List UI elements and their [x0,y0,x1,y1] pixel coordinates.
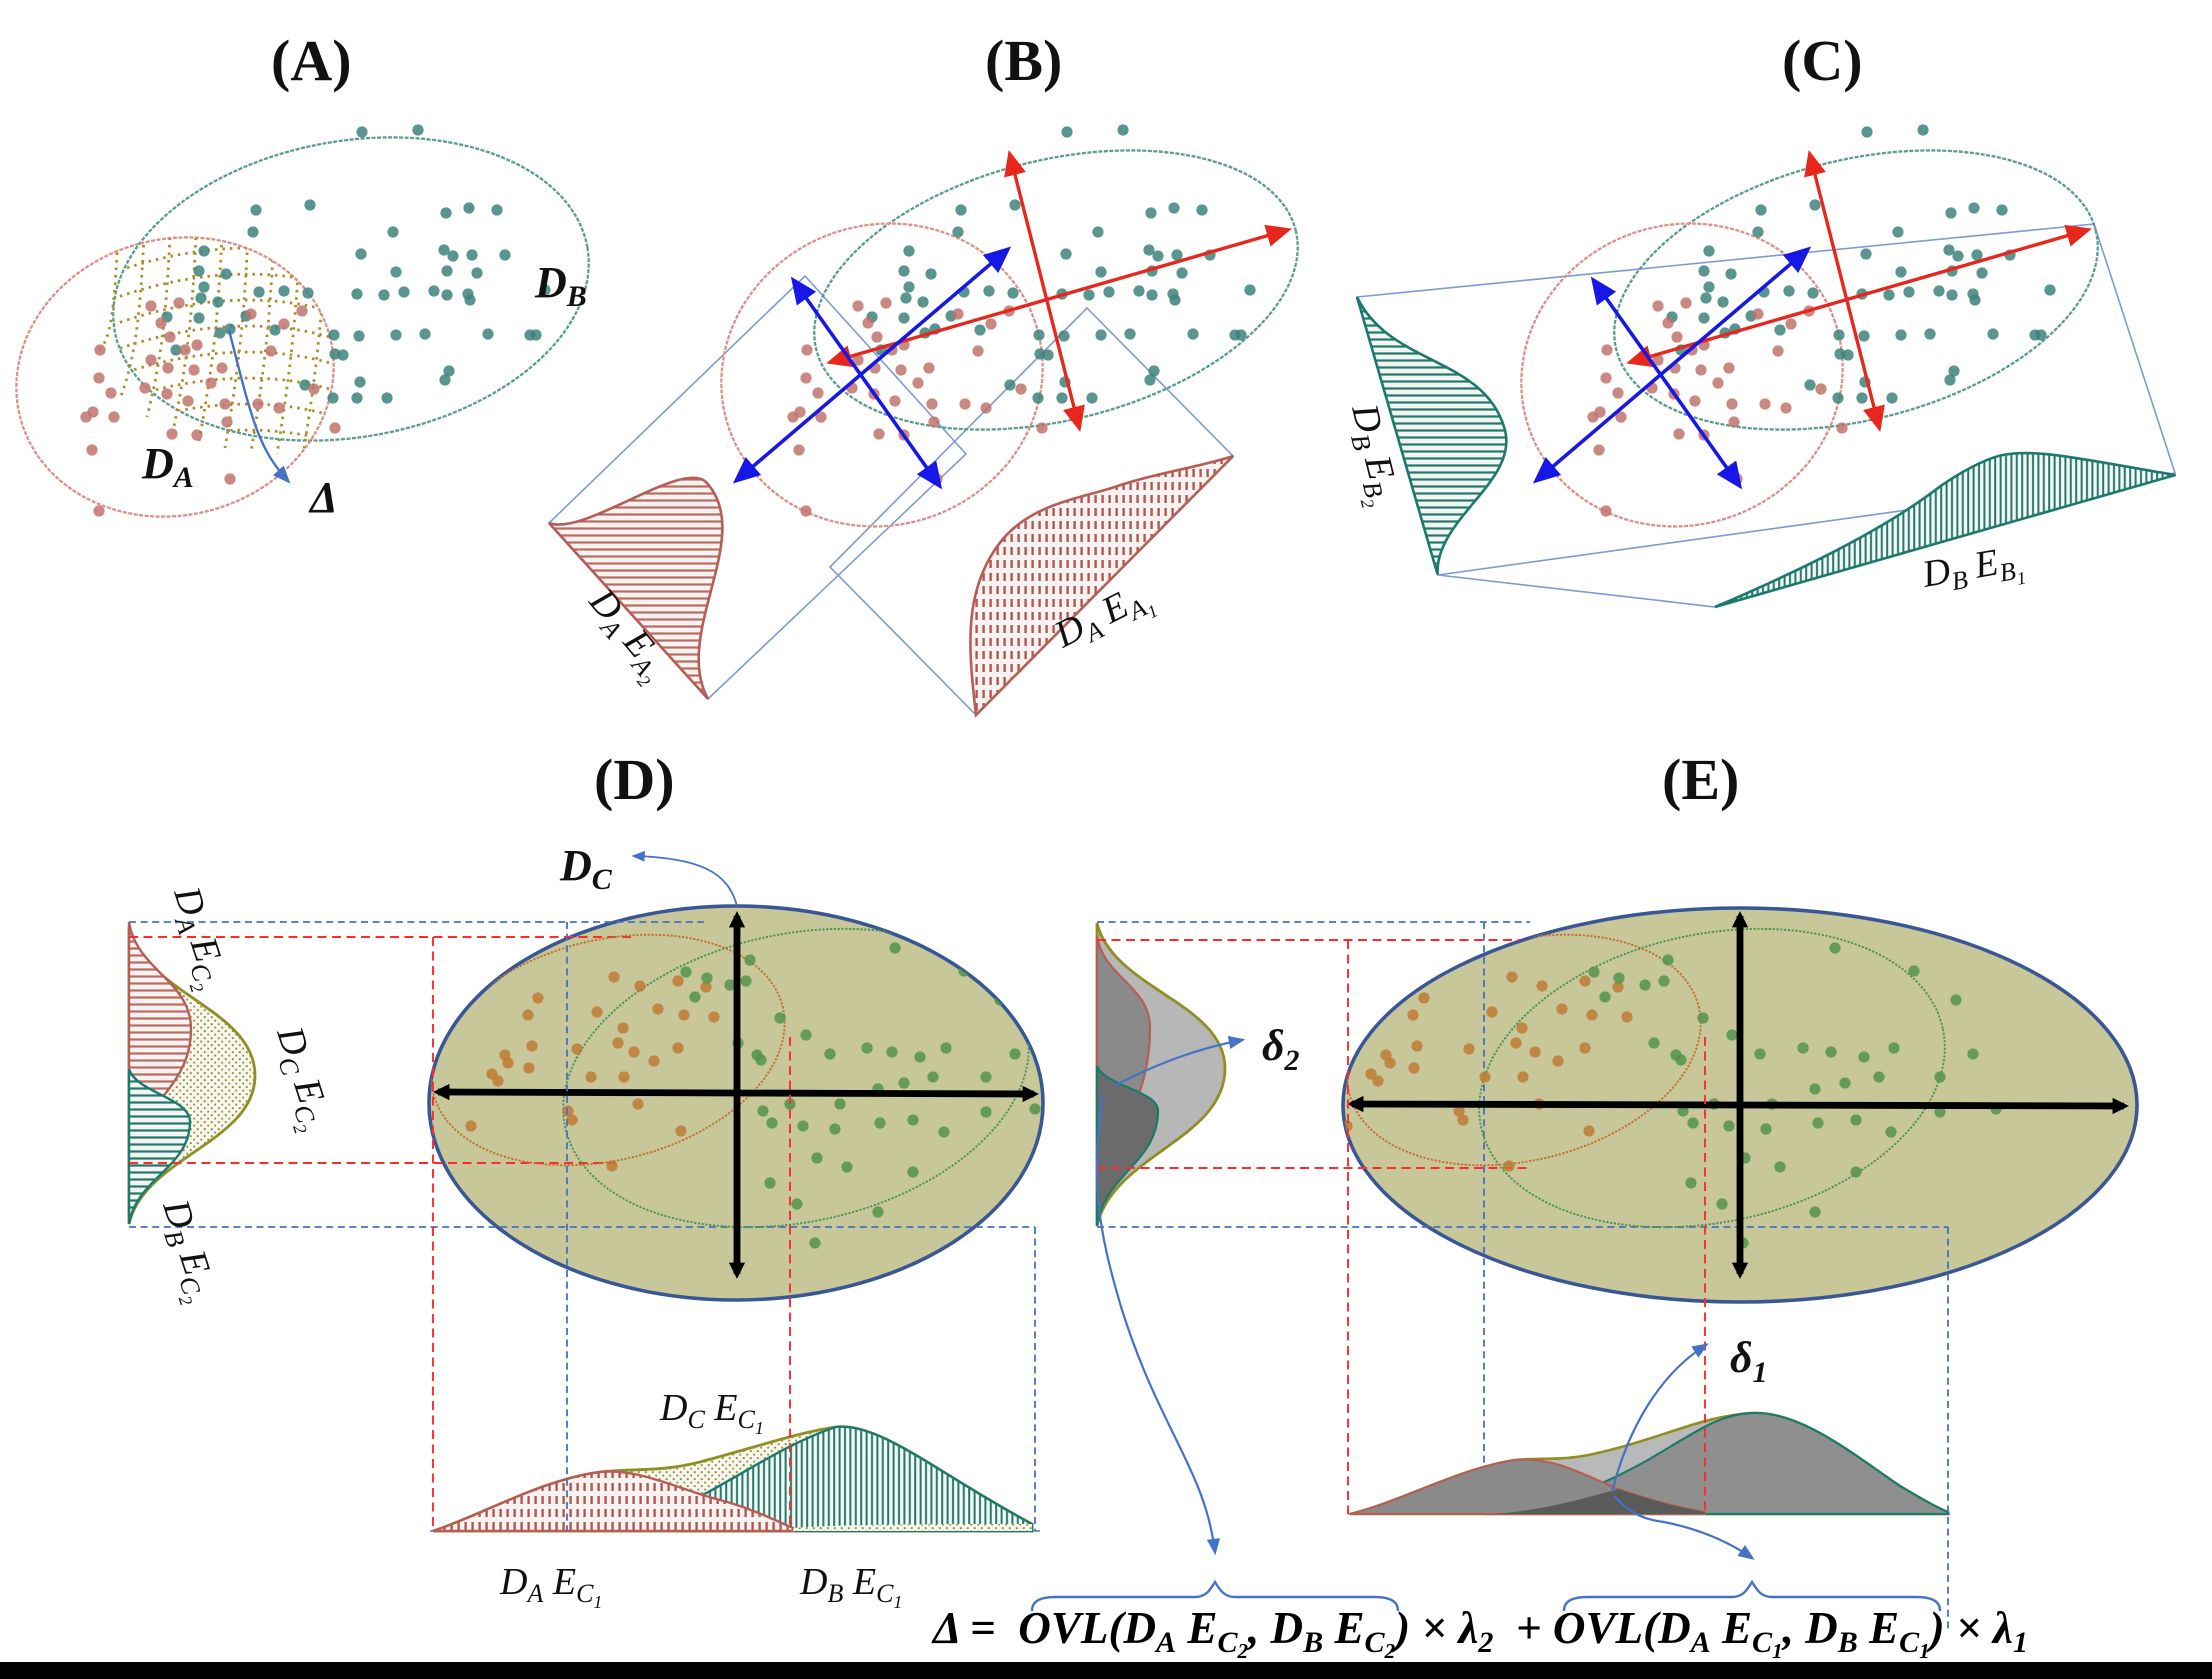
svg-text:(B): (B) [985,28,1062,93]
svg-text:(A): (A) [271,28,352,93]
svg-text:DC: DC [559,841,613,896]
svg-text:(D): (D) [594,747,675,812]
svg-text:(C): (C) [1782,28,1863,93]
svg-text:(E): (E) [1662,747,1739,812]
svg-text:Δ: Δ [308,473,338,522]
